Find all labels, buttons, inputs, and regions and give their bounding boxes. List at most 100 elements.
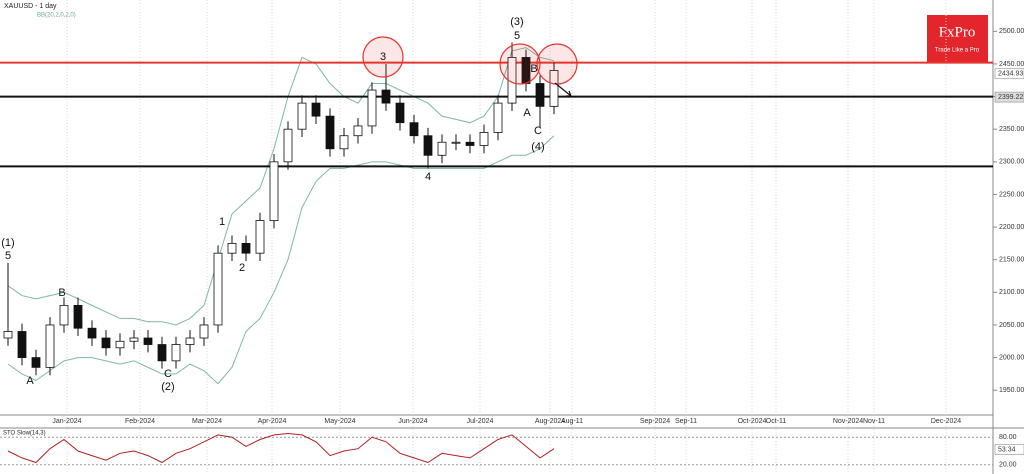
arrow [554,82,572,97]
wave-label: (3) [510,16,523,28]
candle-body [367,89,377,127]
x-tick-label: Dec-2024 [931,418,961,425]
candle-body [465,141,475,146]
wave-label: 5 [5,250,11,262]
candle-body [199,324,209,339]
wave-label: 3 [380,51,386,63]
x-tick-label: Jul-2024 [467,418,494,425]
candle-body [549,70,559,107]
y-tick-label: 80.00 [999,434,1017,441]
wave-label: 4 [425,171,431,183]
x-tick-label: Nov-11 [863,418,885,425]
candle-body [409,122,419,137]
candle-body [3,331,13,339]
x-tick-label: Jun-2024 [398,418,427,425]
y-tick-label: 2350.00 [999,126,1024,133]
logo-brand: FxPro [939,24,976,40]
y-tick-label: 2450.00 [999,61,1024,68]
candle-body [395,102,405,124]
candle-body [535,83,545,107]
candle-body [493,102,503,133]
y-tick-label: 20.00 [999,462,1017,469]
highlight-circle [536,43,578,85]
y-tick-label: 2250.00 [999,191,1024,198]
candle-body [185,337,195,345]
candle-body [381,89,391,104]
candle-body [101,337,111,349]
candle-body [87,327,97,339]
candle-body [227,242,237,254]
y-tick-label: 2050.00 [999,322,1024,329]
wave-label: 1 [219,216,225,228]
price-label: 2434.93 [998,71,1023,78]
candle-body [269,161,279,221]
y-tick-label: 1950.00 [999,387,1024,394]
candle-body [213,252,223,326]
wave-label: A [26,375,34,387]
x-tick-label: Apr-2024 [258,418,287,425]
chart-subtitle: BB(20,2,0,2,0) [37,13,76,19]
candle-body [479,132,489,146]
candle-body [353,125,363,137]
wave-label: B [530,63,537,75]
wave-label: C [534,125,542,137]
candle-body [171,344,181,362]
oscillator-title: STO Slow(14,3) [3,431,46,437]
y-tick-label: 2100.00 [999,289,1024,296]
candle-body [339,135,349,150]
bollinger-band [7,135,555,385]
x-tick-label: Feb-2024 [125,418,155,425]
x-tick-label: May-2024 [324,418,355,425]
highlight-circle [499,43,541,85]
x-tick-label: Oct-11 [766,418,787,425]
candle-body [143,337,153,345]
candle-body [423,135,433,156]
logo [927,15,988,63]
x-tick-label: Mar-2024 [192,418,222,425]
price-label-box [994,91,1024,103]
x-tick-label: Sep-11 [675,418,697,425]
candle-body [255,220,265,254]
x-tick-label: Nov-2024 [833,418,863,425]
wave-label: 2 [239,262,245,274]
wave-label: 5 [514,30,520,42]
wave-label: (4) [531,141,544,153]
wave-label: A [523,107,531,119]
x-tick-label: Aug-2024 [535,418,565,425]
price-label: 53.34 [998,446,1016,453]
y-tick-label: 2000.00 [999,354,1024,361]
wave-label: B [58,287,65,299]
candle-body [451,141,461,144]
y-tick-label: 2300.00 [999,159,1024,166]
x-tick-label: Sep-2024 [640,418,670,425]
chart-title: XAUUSD - 1 day [4,3,57,10]
candle-body [157,344,167,362]
oscillator-line [7,433,555,464]
y-tick-label: 2500.00 [999,28,1024,35]
price-label-box [994,68,1024,80]
y-tick-label: 2200.00 [999,224,1024,231]
y-tick-label: 2150.00 [999,257,1024,264]
bollinger-band [7,47,555,326]
candle-body [17,331,27,358]
wave-label: C [164,368,172,380]
candle-body [129,337,139,342]
wave-label: (1) [1,237,14,249]
price-label-box [994,444,1024,455]
candle-body [73,304,83,329]
x-tick-label: Oct-2024 [738,418,767,425]
highlight-circle [362,36,404,78]
candle-body [311,102,321,117]
candle-body [437,141,447,156]
candle-body [325,115,335,150]
candle-body [283,128,293,163]
wave-label: (2) [161,381,174,393]
candle-body [31,357,41,368]
candle-body [297,102,307,130]
x-tick-label: Aug-11 [561,418,583,425]
logo-tagline: Trade Like a Pro [935,48,980,54]
candle-body [241,242,251,254]
candle-body [59,304,69,326]
x-tick-label: Jan-2024 [52,418,81,425]
